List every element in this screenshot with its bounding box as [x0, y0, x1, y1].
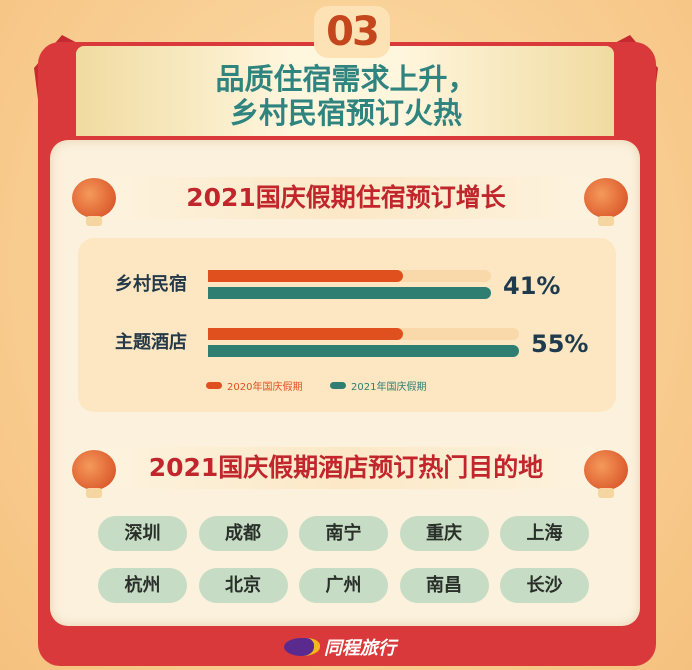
destinations-title-banner: 2021国庆假期酒店预订热门目的地: [96, 447, 596, 489]
lantern-icon: [72, 450, 116, 498]
destination-pill: 长沙: [500, 568, 589, 603]
destination-pill: 深圳: [98, 516, 187, 551]
legend-label: 2020年国庆假期: [227, 382, 303, 393]
lantern-icon: [584, 178, 628, 226]
chart-title-banner: 2021国庆假期住宿预订增长: [96, 177, 596, 219]
destination-pill: 广州: [299, 568, 388, 603]
brand-mark-icon: [284, 638, 320, 656]
lantern-icon: [584, 450, 628, 498]
destination-pill: 南昌: [399, 568, 489, 603]
legend-item-2020: 2020年国庆假期: [206, 378, 302, 393]
category-label: 乡村民宿: [115, 274, 187, 295]
section-number-badge: 03: [314, 6, 390, 58]
chart-panel: [78, 238, 616, 412]
legend-item-2021: 2021年国庆假期: [330, 378, 426, 393]
growth-label: 55%: [531, 330, 589, 358]
destination-pill: 重庆: [399, 516, 489, 551]
destination-pill: 北京: [198, 568, 288, 603]
bar-2021: [208, 287, 491, 299]
header-panel: [76, 46, 614, 136]
bar-2020: [208, 328, 403, 340]
brand-logo: 同程旅行: [284, 634, 396, 660]
growth-label: 41%: [503, 272, 561, 300]
destination-pill: 杭州: [98, 568, 187, 603]
destination-pill: 上海: [500, 516, 589, 551]
destination-pill: 南宁: [299, 516, 388, 551]
bar-2021: [208, 345, 519, 357]
headline-line1: 品质住宿需求上升，: [215, 62, 477, 96]
bar-2020: [208, 270, 403, 282]
legend-swatch: [330, 382, 346, 389]
legend-label: 2021年国庆假期: [351, 382, 427, 393]
destination-pill: 成都: [198, 516, 288, 551]
category-label: 主题酒店: [115, 332, 187, 353]
headline-line2: 乡村民宿预订火热: [229, 96, 462, 130]
lantern-icon: [72, 178, 116, 226]
legend-swatch: [206, 382, 222, 389]
brand-name: 同程旅行: [324, 638, 396, 659]
